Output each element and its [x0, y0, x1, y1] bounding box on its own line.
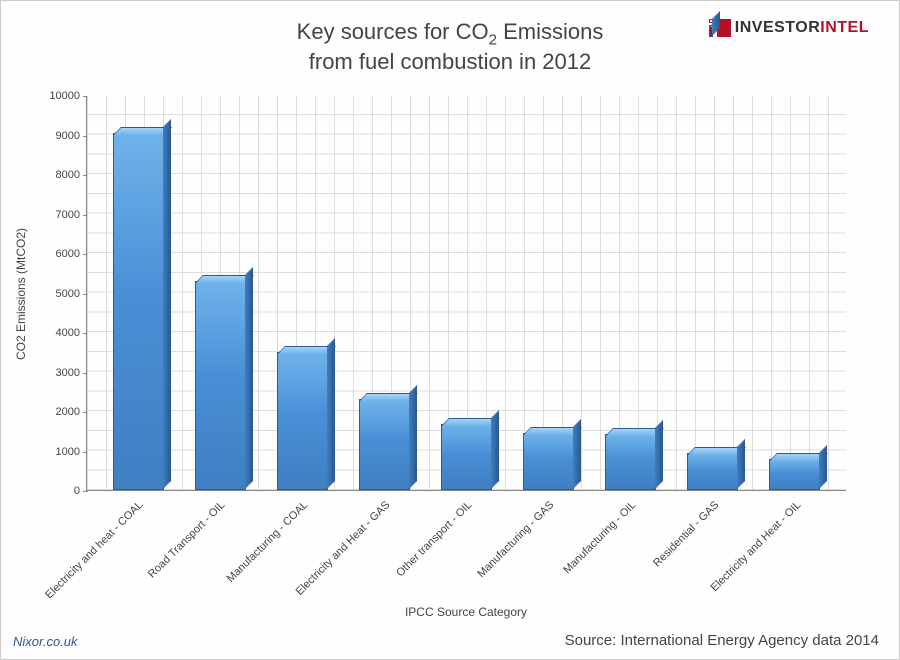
y-tick: 6000 [36, 248, 80, 260]
bar-slot [590, 96, 672, 490]
y-tick: 8000 [36, 169, 80, 181]
y-tick: 4000 [36, 327, 80, 339]
y-tick: 10000 [36, 90, 80, 102]
x-tick-label: Electricity and heat - COAL [43, 499, 145, 601]
bar [359, 399, 410, 490]
bar [195, 281, 246, 490]
bar-slot [179, 96, 261, 490]
bar [523, 433, 574, 490]
x-label-slot: Electricity and Heat - OIL [754, 493, 836, 613]
bar-slot [508, 96, 590, 490]
y-tick: 1000 [36, 446, 80, 458]
y-tick: 9000 [36, 130, 80, 142]
logo: INVESTORINTEL [709, 19, 869, 37]
logo-text-black: INVESTOR [735, 19, 821, 36]
y-axis-ticks: 0100020003000400050006000700080009000100… [36, 96, 84, 491]
x-axis-title: IPCC Source Category [86, 605, 846, 619]
title-line1b: Emissions [497, 19, 603, 44]
logo-mark-icon [709, 19, 731, 37]
bar [277, 352, 328, 490]
bar [113, 133, 164, 490]
footer-source: Source: International Energy Agency data… [565, 632, 879, 649]
bar [441, 424, 492, 490]
bar-slot [343, 96, 425, 490]
y-axis-label: CO2 Emissions (MtCO2) [11, 96, 31, 491]
bar [605, 434, 656, 490]
bar-slot [754, 96, 836, 490]
y-tick: 2000 [36, 406, 80, 418]
bar [687, 453, 738, 490]
bar-slot [261, 96, 343, 490]
x-axis-labels: Electricity and heat - COALRoad Transpor… [86, 493, 846, 613]
logo-text-red: INTEL [820, 19, 869, 36]
bar-slot [425, 96, 507, 490]
title-line2: from fuel combustion in 2012 [309, 49, 592, 74]
footer-credit: Nixor.co.uk [13, 634, 78, 649]
plot-area [86, 96, 846, 491]
y-tick: 3000 [36, 367, 80, 379]
bar-slot [672, 96, 754, 490]
logo-text: INVESTORINTEL [735, 19, 869, 37]
y-tick: 7000 [36, 209, 80, 221]
chart-container: Key sources for CO2 Emissions from fuel … [0, 0, 900, 660]
y-tick: 5000 [36, 288, 80, 300]
title-sub: 2 [489, 31, 497, 48]
bar-slot [97, 96, 179, 490]
bars-group [87, 96, 846, 490]
bar [769, 459, 820, 490]
y-tick: 0 [36, 485, 80, 497]
title-line1a: Key sources for CO [297, 19, 489, 44]
